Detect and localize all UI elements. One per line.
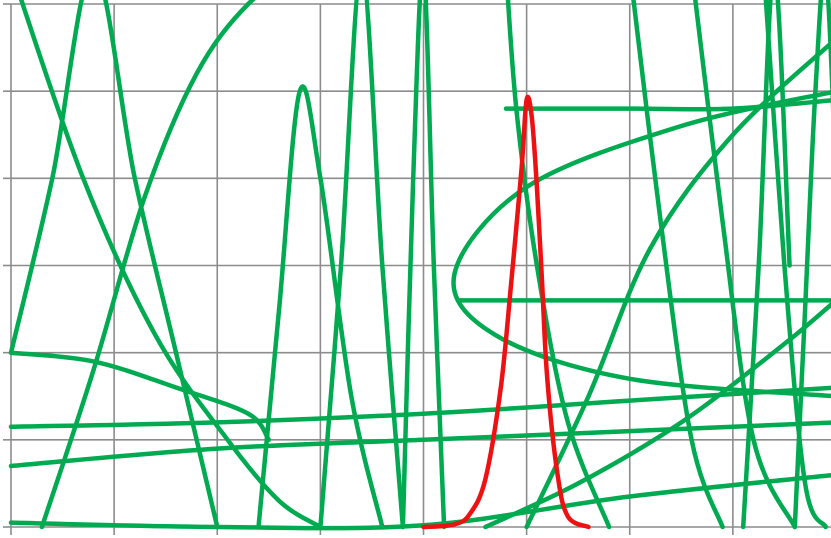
series-line (18, 0, 323, 530)
series-line (400, 0, 447, 530)
series-line-highlight (421, 94, 591, 530)
series-line (524, 40, 831, 530)
series-line (39, 0, 256, 530)
series-line (8, 385, 831, 430)
series-line (483, 301, 831, 530)
series-line (505, 0, 612, 530)
series-line (451, 89, 831, 399)
series-line (318, 0, 406, 530)
series-line (8, 472, 831, 531)
series-line (763, 0, 828, 530)
series-line (8, 0, 220, 530)
series-line (693, 0, 798, 530)
chart-grid (10, 3, 831, 528)
series-line (8, 420, 831, 469)
series-layer (8, 0, 831, 531)
series-line (631, 0, 725, 530)
series-line (256, 84, 385, 530)
series-line (503, 98, 831, 112)
series-line (740, 0, 792, 530)
series-line (792, 0, 831, 530)
